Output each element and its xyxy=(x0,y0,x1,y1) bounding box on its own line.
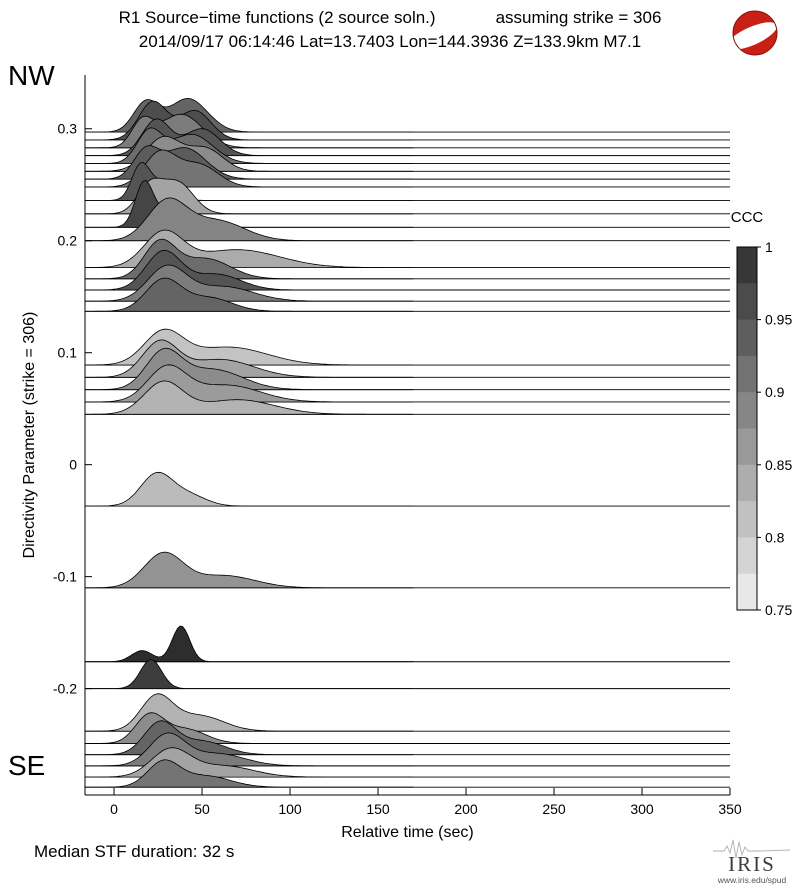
stf-trace xyxy=(85,693,414,732)
corner-label-nw: NW xyxy=(8,60,55,91)
plot-title: R1 Source−time functions (2 source soln.… xyxy=(118,8,436,27)
iris-url: www.iris.edu/spud xyxy=(717,875,787,885)
y-tick-label: 0.3 xyxy=(58,121,78,137)
y-axis-label: Directivity Parameter (strike = 306) xyxy=(21,311,38,559)
colorbar-segment xyxy=(737,247,757,284)
colorbar-segment xyxy=(737,464,757,502)
colorbar-segment xyxy=(737,392,757,429)
y-tick-label: 0 xyxy=(69,457,77,473)
colorbar-tick-label: 0.8 xyxy=(765,529,785,545)
x-tick-label: 0 xyxy=(110,801,118,817)
iris-seismogram-icon xyxy=(713,839,791,859)
x-tick-label: 350 xyxy=(718,801,742,817)
colorbar-segment xyxy=(737,573,757,611)
colorbar-tick-label: 0.9 xyxy=(765,384,785,400)
iris-wordmark: IRIS xyxy=(728,852,776,876)
x-tick-label: 50 xyxy=(194,801,210,817)
focal-mechanism-beachball-icon xyxy=(732,10,778,56)
stf-trace xyxy=(85,551,414,589)
axes-layer: 0 50 100 150 200 250 300 350 0.3 0.2 0.1 0 -0.1 -0.2 xyxy=(53,75,742,817)
colorbar-tick-label: 1 xyxy=(765,239,773,255)
y-tick-label: -0.1 xyxy=(53,569,77,585)
x-tick-label: 150 xyxy=(366,801,390,817)
colorbar-segment xyxy=(737,319,757,357)
stf-trace xyxy=(85,625,414,663)
iris-logo: IRIS www.iris.edu/spud xyxy=(713,839,791,885)
stf-trace xyxy=(85,277,414,312)
colorbar-tick-label: 0.85 xyxy=(765,457,792,473)
x-tick-label: 200 xyxy=(454,801,478,817)
y-tick-label: 0.2 xyxy=(58,233,78,249)
y-tick-label: 0.1 xyxy=(58,345,78,361)
x-tick-label: 250 xyxy=(542,801,566,817)
colorbar-tick-label: 0.75 xyxy=(765,602,792,618)
colorbar-segment xyxy=(737,501,757,538)
plot-title-strike-note: assuming strike = 306 xyxy=(495,8,662,27)
stf-trace xyxy=(85,659,414,689)
title-row: R1 Source−time functions (2 source soln.… xyxy=(20,8,760,28)
stf-trace xyxy=(85,328,414,366)
event-subtitle: 2014/09/17 06:14:46 Lat=13.7403 Lon=144.… xyxy=(138,32,642,51)
ccc-colorbar: 1 0.95 0.9 0.85 0.8 0.75 CCC xyxy=(731,209,793,618)
median-stf-duration: Median STF duration: 32 s xyxy=(34,842,235,861)
colorbar-segment xyxy=(737,355,757,393)
colorbar-title: CCC xyxy=(731,209,764,226)
stf-trace xyxy=(85,471,414,507)
corner-label-se: SE xyxy=(8,750,46,781)
colorbar-segment xyxy=(737,537,757,575)
stf-trace xyxy=(85,759,414,788)
x-tick-label: 100 xyxy=(278,801,302,817)
stf-trace xyxy=(85,380,414,415)
y-tick-label: -0.2 xyxy=(53,681,77,697)
x-axis-label: Relative time (sec) xyxy=(341,824,474,841)
colorbar-tick-label: 0.95 xyxy=(765,312,792,328)
colorbar-border xyxy=(736,246,758,611)
colorbar-segment xyxy=(737,283,757,321)
colorbar-segment xyxy=(737,428,757,466)
traces-layer xyxy=(84,97,730,788)
x-tick-label: 300 xyxy=(630,801,654,817)
